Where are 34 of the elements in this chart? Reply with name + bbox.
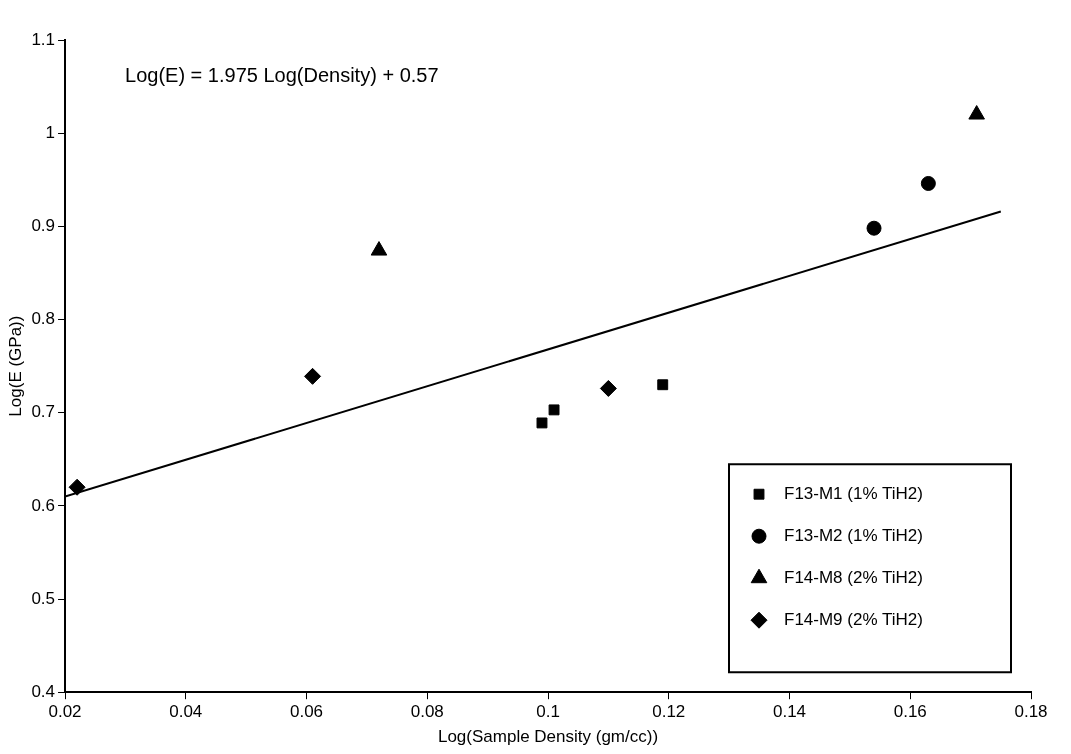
y-tick-label: 0.8 [31,309,56,329]
y-tick-label: 1.1 [31,29,56,49]
x-tick-label: 0.16 [893,702,927,722]
point [599,379,617,397]
point [968,105,985,120]
legend-label: F13-M1 (1% TiH2) [784,483,923,503]
y-tick-label: 0.4 [31,681,56,701]
point [866,220,882,236]
y-tick-label: 0.5 [31,588,56,608]
y-tick-label: 0.7 [31,402,56,422]
point [920,175,936,191]
x-tick-label: 0.02 [48,702,82,722]
x-tick-label: 0.14 [772,702,807,722]
point [657,379,669,391]
point [536,417,548,429]
y-tick-label: 0.9 [31,216,56,236]
y-tick-label: 0.6 [31,495,56,515]
x-tick-label: 0.04 [169,702,203,722]
point [370,241,388,256]
point [68,478,86,496]
y-axis-title: Log(E (GPa)) [5,315,25,417]
x-axis-title: Log(Sample Density (gm/cc)) [437,727,659,747]
point [304,367,322,385]
x-tick-label: 0.12 [652,702,686,722]
x-tick-label: 0.18 [1014,702,1048,722]
annotation: Log(E) = 1.975 Log(Density) + 0.57 [125,63,439,86]
legend-label: F14-M9 (2% TiH2) [784,609,923,629]
point [548,404,560,416]
x-tick-label: 0.08 [410,702,444,722]
legend-label: F14-M8 (2% TiH2) [784,567,923,587]
x-tick-label: 0.1 [536,702,560,722]
x-tick-label: 0.06 [289,702,324,722]
y-tick-label: 1 [45,122,56,142]
legend-label: F13-M2 (1% TiH2) [784,525,923,545]
